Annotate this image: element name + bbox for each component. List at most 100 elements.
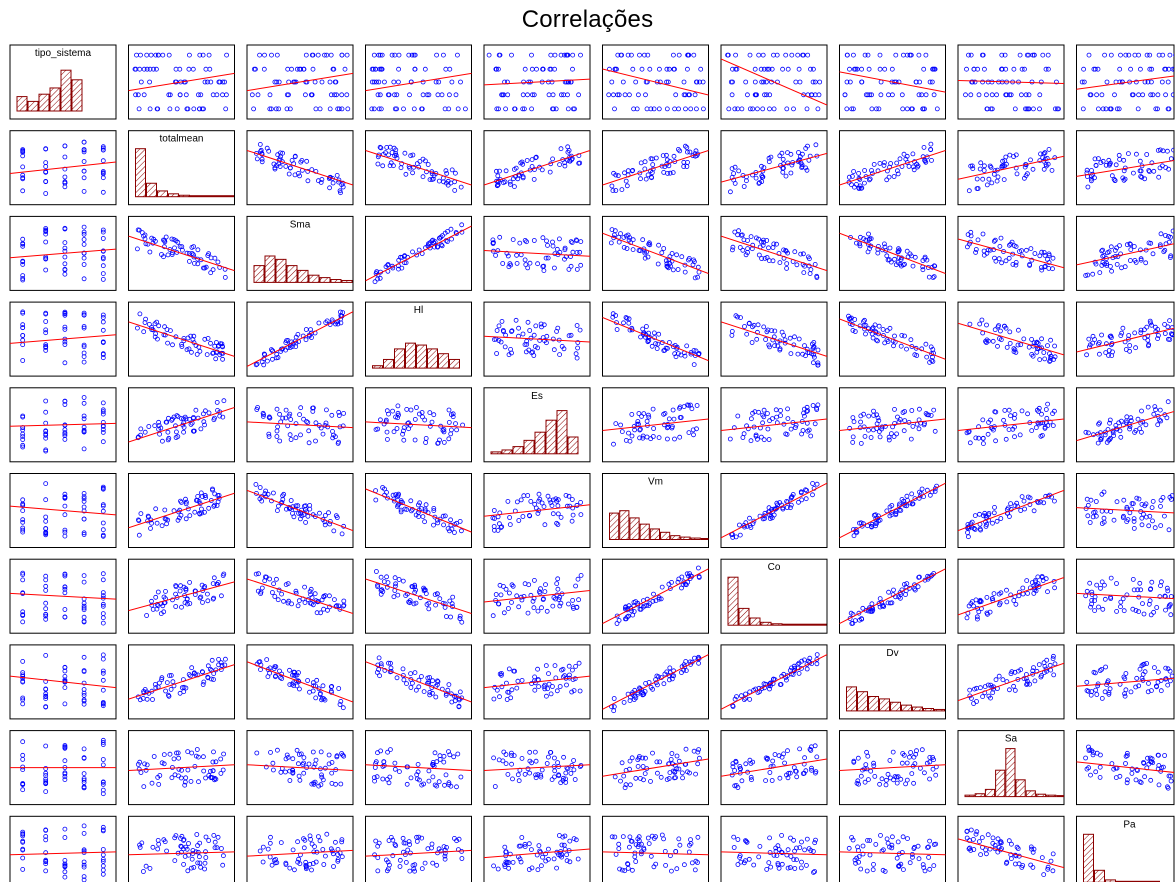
scatter-point	[791, 106, 796, 112]
scatter-point	[1147, 318, 1153, 324]
panel-Hl-vs-Dv	[839, 301, 946, 377]
scatter-point	[910, 263, 916, 269]
scatter-point	[757, 180, 762, 186]
scatter-point	[81, 416, 87, 422]
scatter-point	[326, 510, 331, 516]
scatter-point	[1093, 670, 1098, 676]
scatter-point	[792, 665, 798, 671]
scatter-point	[735, 232, 740, 238]
scatter-point	[62, 758, 68, 764]
scatter-point	[62, 614, 68, 620]
scatter-point	[294, 66, 300, 72]
scatter-point	[982, 510, 988, 516]
scatter-point	[1030, 671, 1036, 677]
scatter-point	[1017, 432, 1023, 438]
scatter-point	[310, 405, 316, 411]
scatter-point	[283, 340, 289, 346]
scatter-point	[100, 439, 106, 445]
scatter-point	[167, 106, 173, 112]
scatter-point	[376, 106, 382, 112]
scatter-point	[62, 745, 68, 751]
scatter-point	[693, 771, 698, 777]
scatter-point	[812, 354, 817, 360]
scatter-point	[984, 182, 990, 188]
scatter-point	[1042, 356, 1048, 362]
scatter-point	[785, 250, 790, 256]
scatter-point	[100, 319, 106, 325]
fit-line	[247, 764, 353, 771]
scatter-point	[505, 253, 511, 259]
scatter-point	[891, 174, 897, 179]
scatter-point	[762, 92, 767, 98]
scatter-point	[862, 180, 867, 186]
chart-title: Correlações	[521, 6, 654, 33]
scatter-point	[257, 659, 263, 665]
scatter-point	[412, 670, 418, 675]
scatter-point	[205, 663, 211, 669]
scatter-point	[535, 772, 541, 777]
scatter-point	[876, 601, 882, 606]
scatter-point	[570, 249, 576, 255]
scatter-point	[1088, 692, 1094, 698]
scatter-point	[274, 428, 280, 434]
scatter-point	[799, 497, 805, 503]
scatter-point	[195, 92, 201, 98]
scatter-point	[886, 174, 892, 180]
scatter-point	[1127, 426, 1132, 432]
scatter-point	[998, 590, 1004, 596]
scatter-point	[921, 66, 927, 72]
scatter-point	[807, 655, 813, 661]
scatter-point	[795, 351, 801, 357]
scatter-point	[725, 52, 731, 58]
scatter-point	[398, 165, 404, 171]
scatter-point	[870, 607, 876, 613]
scatter-point	[261, 351, 267, 357]
scatter-point	[788, 351, 794, 357]
scatter-point	[20, 243, 26, 249]
scatter-point	[274, 406, 280, 412]
scatter-point	[1008, 501, 1013, 507]
scatter-point	[214, 503, 220, 508]
scatter-point	[920, 258, 926, 263]
scatter-point	[920, 267, 926, 273]
scatter-point	[520, 175, 526, 181]
scatter-point	[505, 498, 511, 504]
scatter-point	[204, 591, 210, 597]
panel-Vm-vs-Vm: Vm	[602, 473, 709, 548]
scatter-point	[327, 106, 333, 112]
scatter-point	[20, 322, 26, 328]
scatter-point	[862, 317, 867, 323]
scatter-point	[1104, 79, 1110, 85]
scatter-point	[908, 337, 914, 343]
fit-line	[839, 318, 946, 360]
scatter-point	[844, 79, 850, 85]
scatter-point	[1050, 423, 1056, 429]
scatter-point	[290, 769, 296, 775]
scatter-point	[753, 175, 759, 181]
scatter-point	[198, 257, 204, 263]
scatter-point	[260, 413, 266, 419]
scatter-point	[329, 412, 335, 418]
scatter-point	[132, 66, 138, 72]
scatter-point	[287, 345, 293, 351]
scatter-point	[20, 781, 26, 787]
fit-line	[958, 322, 1064, 356]
scatter-point	[159, 438, 165, 444]
scatter-point	[81, 231, 87, 237]
scatter-point	[20, 572, 26, 577]
scatter-point	[777, 346, 783, 352]
scatter-point	[526, 582, 532, 588]
scatter-point	[345, 106, 351, 112]
scatter-point	[1035, 500, 1041, 506]
scatter-point	[386, 660, 391, 666]
scatter-point	[415, 762, 421, 767]
scatter-point	[1027, 262, 1032, 268]
scatter-point	[663, 258, 669, 264]
scatter-point	[430, 678, 436, 684]
scatter-point	[680, 582, 686, 588]
scatter-point	[664, 106, 670, 112]
scatter-point	[449, 167, 455, 173]
scatter-point	[973, 249, 978, 255]
scatter-point	[1130, 606, 1136, 612]
scatter-point	[186, 52, 192, 58]
